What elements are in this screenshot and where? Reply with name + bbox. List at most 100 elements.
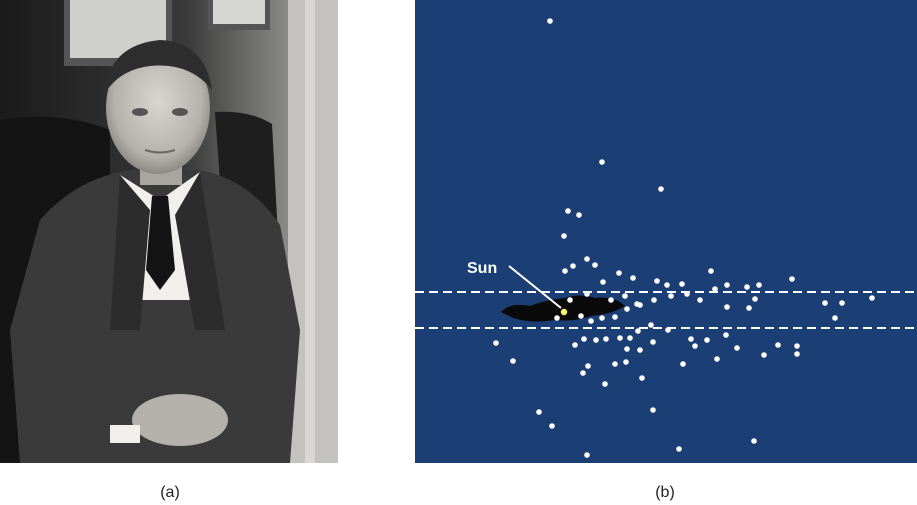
globular-cluster-dot [580, 370, 586, 376]
globular-cluster-dot [603, 336, 609, 342]
globular-cluster-dot [588, 318, 594, 324]
globular-cluster-dot [630, 275, 636, 281]
globular-cluster-dot [493, 340, 499, 346]
globular-clusters [493, 18, 875, 458]
globular-cluster-dot [584, 256, 590, 262]
globular-cluster-dot [794, 343, 800, 349]
cluster-diagram-svg: Sun [415, 0, 917, 463]
globular-cluster-dot [692, 343, 698, 349]
lapel-left [110, 175, 150, 330]
face [106, 42, 210, 174]
caption-a: (a) [160, 484, 180, 501]
globular-cluster-dot [665, 327, 671, 333]
globular-cluster-dot [547, 18, 553, 24]
cluster-diagram: Sun [415, 0, 917, 463]
globular-cluster-dot [592, 262, 598, 268]
globular-cluster-dot [578, 313, 584, 319]
globular-cluster-dot [635, 328, 641, 334]
sky-background [415, 0, 917, 463]
globular-cluster-dot [608, 297, 614, 303]
globular-cluster-dot [684, 291, 690, 297]
globular-cluster-dot [623, 359, 629, 365]
globular-cluster-dot [712, 286, 718, 292]
sun-label: Sun [467, 260, 497, 277]
globular-cluster-dot [697, 297, 703, 303]
globular-cluster-dot [650, 339, 656, 345]
globular-cluster-dot [723, 332, 729, 338]
hair [104, 40, 212, 95]
necktie [146, 196, 175, 290]
globular-cluster-dot [752, 296, 758, 302]
globular-cluster-dot [585, 363, 591, 369]
globular-cluster-dot [704, 337, 710, 343]
globular-cluster-dot [734, 345, 740, 351]
globular-cluster-dot [617, 335, 623, 341]
globular-cluster-dot [602, 381, 608, 387]
globular-cluster-dot [593, 337, 599, 343]
shirt-cuff [110, 425, 140, 443]
globular-cluster-dot [584, 452, 590, 458]
globular-cluster-dot [664, 282, 670, 288]
globular-cluster-dot [627, 335, 633, 341]
globular-cluster-dot [794, 351, 800, 357]
globular-cluster-dot [572, 342, 578, 348]
globular-cluster-dot [668, 293, 674, 299]
globular-cluster-dot [581, 336, 587, 342]
globular-cluster-dot [624, 306, 630, 312]
portrait-photo [0, 0, 338, 463]
globular-cluster-dot [832, 315, 838, 321]
globular-cluster-dot [869, 295, 875, 301]
globular-cluster-dot [510, 358, 516, 364]
globular-cluster-dot [549, 423, 555, 429]
galactic-disk [501, 295, 625, 322]
globular-cluster-dot [654, 278, 660, 284]
globular-cluster-dot [536, 409, 542, 415]
globular-cluster-dot [599, 159, 605, 165]
globular-cluster-dot [708, 268, 714, 274]
globular-cluster-dot [612, 314, 618, 320]
globular-cluster-dot [624, 346, 630, 352]
wall-column-highlight [305, 0, 315, 463]
globular-cluster-dot [616, 270, 622, 276]
globular-cluster-dot [584, 291, 590, 297]
suit-jacket [10, 170, 300, 463]
globular-cluster-dot [648, 322, 654, 328]
globular-cluster-dot [570, 263, 576, 269]
globular-cluster-dot [576, 212, 582, 218]
sun-marker [560, 308, 568, 316]
globular-cluster-dot [839, 300, 845, 306]
globular-cluster-dot [680, 361, 686, 367]
lapel-right [175, 172, 225, 330]
globular-cluster-dot [756, 282, 762, 288]
globular-cluster-dot [637, 302, 643, 308]
globular-cluster-dot [599, 315, 605, 321]
globular-cluster-dot [554, 315, 560, 321]
globular-cluster-dot [724, 282, 730, 288]
globular-cluster-dot [789, 276, 795, 282]
caption-b: (b) [655, 484, 675, 501]
globular-cluster-dot [761, 352, 767, 358]
globular-cluster-dot [561, 233, 567, 239]
globular-cluster-dot [658, 186, 664, 192]
hands [132, 394, 228, 446]
mouth [144, 149, 176, 154]
globular-cluster-dot [822, 300, 828, 306]
globular-cluster-dot [612, 361, 618, 367]
globular-cluster-dot [676, 446, 682, 452]
globular-cluster-dot [639, 375, 645, 381]
globular-cluster-dot [724, 304, 730, 310]
globular-cluster-dot [688, 336, 694, 342]
picture-frame-inner [213, 0, 265, 24]
globular-cluster-dot [714, 356, 720, 362]
globular-cluster-dot [775, 342, 781, 348]
globular-cluster-dot [679, 281, 685, 287]
globular-cluster-dot [651, 297, 657, 303]
globular-cluster-dot [567, 297, 573, 303]
globular-cluster-dot [751, 438, 757, 444]
sun-pointer [508, 265, 562, 309]
globular-cluster-dot [565, 208, 571, 214]
globular-cluster-dot [562, 268, 568, 274]
globular-cluster-dot [650, 407, 656, 413]
portrait-photo-icon [0, 0, 338, 463]
eye-right [172, 108, 188, 116]
